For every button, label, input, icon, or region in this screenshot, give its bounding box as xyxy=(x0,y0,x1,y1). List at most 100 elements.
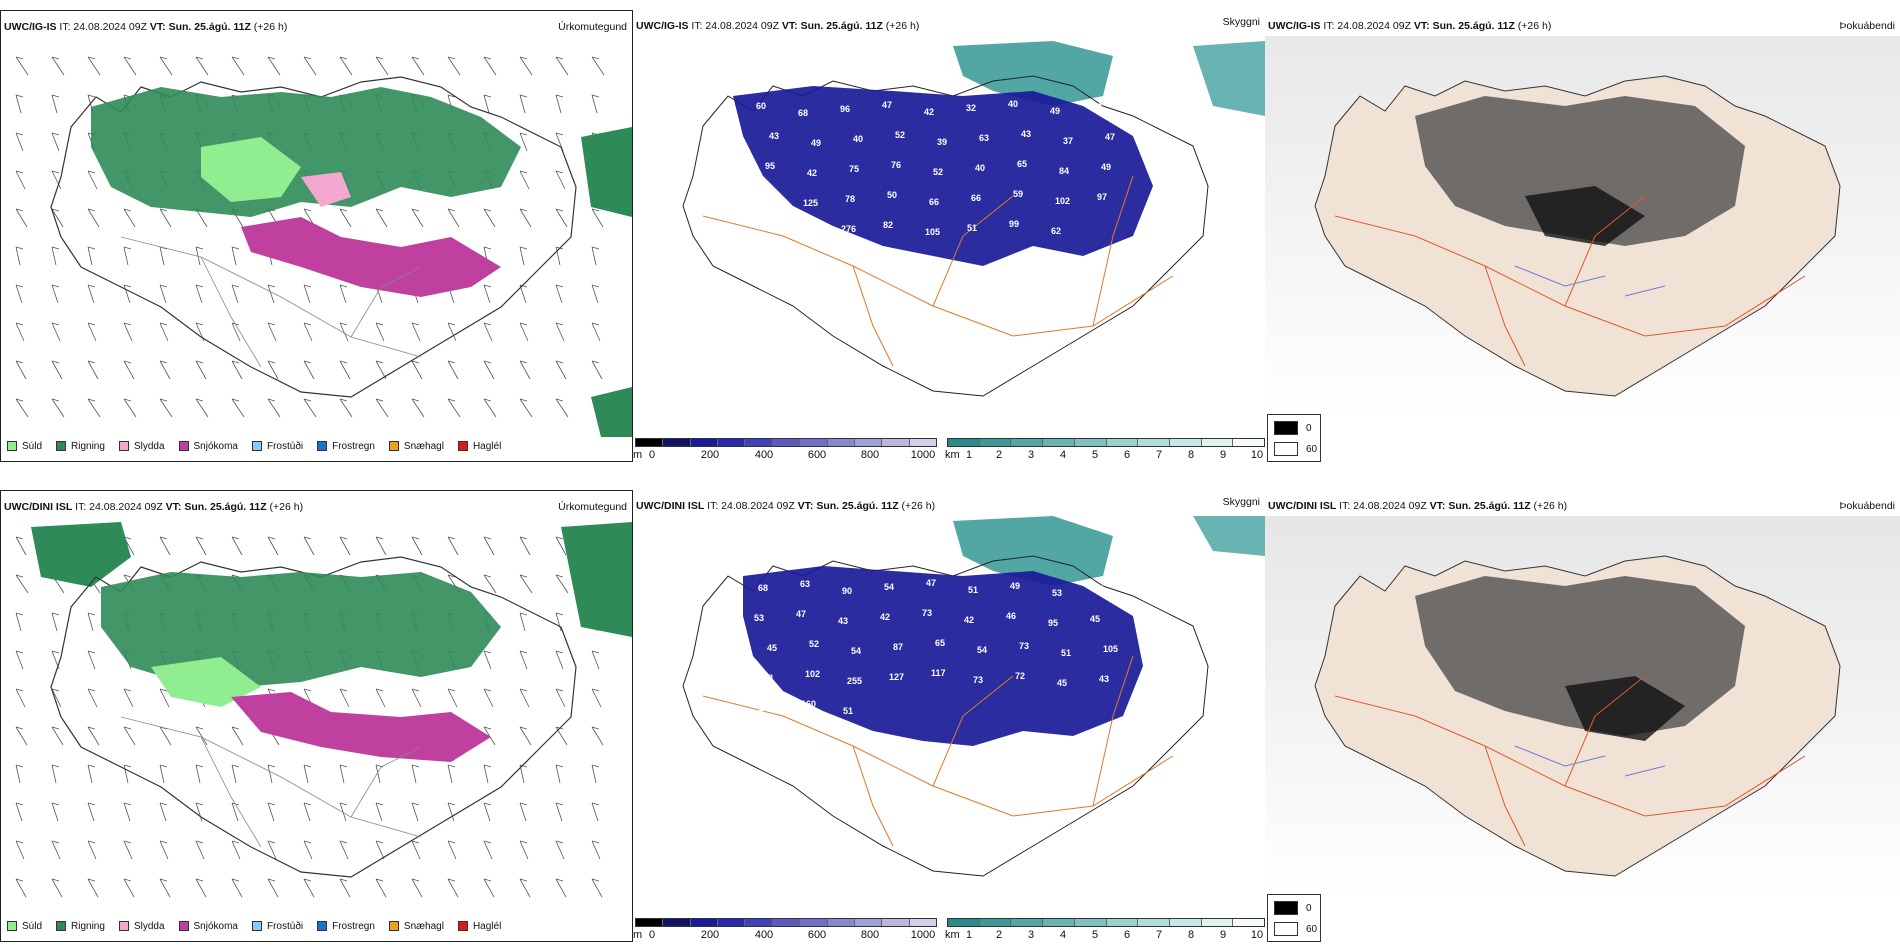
precip-legend-item: Súld xyxy=(7,919,42,933)
cloud-base-label: 90 xyxy=(842,586,852,596)
wind-barb xyxy=(519,726,532,746)
iceland-outline xyxy=(50,76,577,398)
wind-barb xyxy=(159,56,173,76)
wind-barb xyxy=(123,360,135,380)
cloud-base-label: 84 xyxy=(1059,166,1069,176)
cloud-base-tick: 400 xyxy=(754,449,774,461)
wind-barb xyxy=(447,536,459,556)
wind-barb xyxy=(15,764,24,784)
cloud-base-colorbar-segment xyxy=(718,919,746,926)
wind-barb xyxy=(15,322,25,342)
wind-barb xyxy=(519,840,529,860)
wind-barb xyxy=(267,536,279,556)
cloud-base-tick: 200 xyxy=(700,929,720,941)
precip-legend-swatch xyxy=(178,921,189,931)
cloud-base-label: 37 xyxy=(1063,136,1073,146)
cloud-base-label: 65 xyxy=(1017,159,1027,169)
wind-barb xyxy=(51,322,61,342)
cloud-base-colorbar-bar xyxy=(635,918,937,927)
cloud-base-unit: m xyxy=(633,449,643,461)
wind-barb xyxy=(339,360,351,380)
wind-barb xyxy=(591,878,603,898)
valid-time: Sun. 25.ágú. 11Z xyxy=(800,20,883,32)
cloud-base-label: 40 xyxy=(1008,99,1018,109)
wind-barb xyxy=(303,764,312,784)
cloud-base-label: 65 xyxy=(761,191,771,201)
wind-barb xyxy=(123,688,134,708)
snow-area xyxy=(231,692,491,762)
wind-barb xyxy=(519,56,533,76)
wind-barb xyxy=(555,246,564,266)
cloud-base-label: 51 xyxy=(1061,648,1071,658)
precip-legend-item: Slydda xyxy=(118,919,165,933)
wind-barb xyxy=(51,840,61,860)
wind-barb xyxy=(339,536,351,556)
wind-barb xyxy=(15,284,24,304)
visibility-panel: UWC/IG-IS IT: 24.08.2024 09Z VT: Sun. 25… xyxy=(633,10,1265,470)
wind-barb xyxy=(591,56,605,76)
fog-legend-label: 60 xyxy=(1306,923,1318,935)
wind-barb xyxy=(303,322,313,342)
fog-legend-row: 0 xyxy=(1274,421,1312,435)
fog-legend-swatch xyxy=(1274,442,1298,456)
cloud-base-tick: 0 xyxy=(648,449,656,461)
wind-barb xyxy=(51,802,60,822)
iceland-outline xyxy=(682,555,1209,877)
wind-barb xyxy=(267,360,279,380)
wind-barb xyxy=(231,802,240,822)
wind-barb xyxy=(87,878,99,898)
wind-barb xyxy=(339,802,348,822)
cloud-base-label: 66 xyxy=(971,193,981,203)
wind-barb xyxy=(519,284,528,304)
precip-legend-swatch xyxy=(118,441,129,451)
wind-barb xyxy=(591,246,600,266)
wind-barb xyxy=(519,208,532,228)
cloud-base-colorbar-segment xyxy=(854,439,883,446)
panel-header: UWC/IG-IS IT: 24.08.2024 09Z VT: Sun. 25… xyxy=(4,21,629,35)
wind-barb xyxy=(303,840,313,860)
wind-barb xyxy=(591,802,600,822)
wind-barb xyxy=(555,840,565,860)
low-visibility-area xyxy=(953,41,1113,106)
road-network xyxy=(702,175,1174,367)
wind-barb xyxy=(411,878,423,898)
wind-barb xyxy=(411,764,420,784)
cloud-base-label: 43 xyxy=(1021,129,1031,139)
panel-title: Skyggni xyxy=(1222,496,1260,508)
precip-legend-item: Rigning xyxy=(56,919,105,933)
fog-legend-swatch xyxy=(1274,421,1298,435)
wind-barb xyxy=(411,688,422,708)
visibility-colorbar-segment xyxy=(1043,439,1075,446)
wind-barb xyxy=(519,574,533,594)
model-name: UWC/DINI ISL xyxy=(1268,500,1337,512)
visibility-tick: 1 xyxy=(965,929,973,941)
wind-barb xyxy=(15,246,24,266)
cloud-base-colorbar-segment xyxy=(636,439,664,446)
wind-barb xyxy=(519,246,528,266)
visibility-map: 68 63 90 54 47 51 49 53 59 53 47 43 42 73 42 46 95 45 45 52… xyxy=(682,516,1265,877)
low-visibility-area xyxy=(953,516,1113,586)
cloud-base-unit: m xyxy=(633,929,643,941)
wind-barb xyxy=(483,650,492,670)
wind-barb xyxy=(231,360,243,380)
wind-barb xyxy=(123,764,132,784)
valid-time: Sun. 25.ágú. 11Z xyxy=(1432,20,1515,32)
cloud-base-colorbar-segment xyxy=(636,919,664,926)
precip-legend-label: Súld xyxy=(22,920,43,932)
wind-barb xyxy=(15,94,24,114)
sleet-area xyxy=(301,172,351,207)
wind-barb xyxy=(375,802,384,822)
wind-barb xyxy=(123,840,133,860)
precip-legend-label: Rigning xyxy=(71,440,105,452)
lead-time: (+26 h) xyxy=(1533,500,1568,512)
fog-legend-label: 0 xyxy=(1306,902,1312,914)
wind-barb xyxy=(159,840,169,860)
visibility-tick: 4 xyxy=(1059,449,1067,461)
fog-dense-area xyxy=(1415,96,1745,246)
cloud-base-label: 53 xyxy=(754,613,764,623)
cloud-base-colorbar-segment xyxy=(745,919,773,926)
visibility-panel: UWC/DINI ISL IT: 24.08.2024 09Z VT: Sun.… xyxy=(633,490,1265,950)
wind-barb xyxy=(339,840,349,860)
wind-barb xyxy=(303,802,312,822)
visibility-colorbar-segment xyxy=(1233,919,1265,926)
